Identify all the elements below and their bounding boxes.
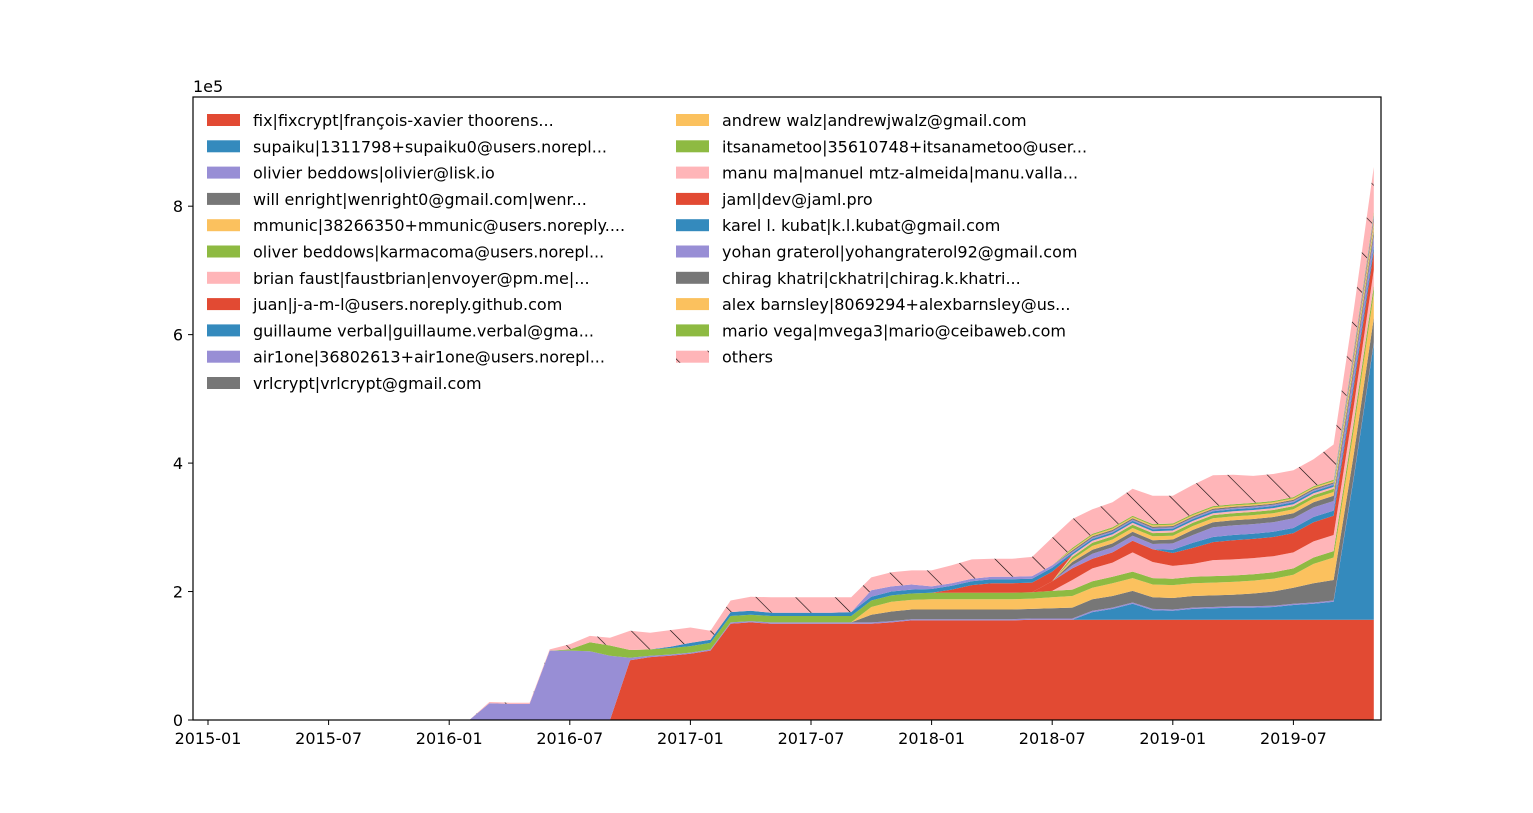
- legend-label: fix|fixcrypt|françois-xavier thoorens...: [253, 111, 554, 130]
- legend-swatch: [207, 219, 240, 232]
- legend-label: vrlcrypt|vrlcrypt@gmail.com: [253, 374, 482, 393]
- legend-item: will enright|wenright0@gmail.com|wenr...: [207, 190, 587, 209]
- legend-item: andrew walz|andrewjwalz@gmail.com: [676, 111, 1027, 130]
- x-tick-label: 2018-07: [1019, 729, 1086, 748]
- y-tick-label: 4: [173, 454, 183, 473]
- area-series-20: [208, 167, 1374, 720]
- legend-item: manu ma|manuel mtz-almeida|manu.valla...: [676, 164, 1078, 183]
- legend-label: will enright|wenright0@gmail.com|wenr...: [253, 190, 587, 209]
- legend-swatch: [207, 114, 240, 126]
- legend-item: juan|j-a-m-l@users.noreply.github.com: [207, 295, 562, 314]
- x-tick-label: 2015-07: [295, 729, 362, 748]
- x-tick-label: 2015-01: [175, 729, 242, 748]
- legend-swatch: [207, 298, 240, 311]
- legend-swatch: [207, 192, 240, 205]
- legend-item: others: [676, 348, 773, 367]
- legend-label: mmunic|38266350+mmunic@users.noreply....: [253, 216, 625, 235]
- legend-swatch: [676, 298, 709, 311]
- x-tick-label: 2019-07: [1260, 729, 1327, 748]
- legend-label: chirag khatri|ckhatri|chirag.k.khatri...: [722, 269, 1021, 288]
- legend-swatch: [676, 219, 709, 232]
- legend-item: itsanametoo|35610748+itsanametoo@user...: [676, 137, 1087, 156]
- legend-item: fix|fixcrypt|françois-xavier thoorens...: [207, 111, 554, 130]
- legend-item: guillaume verbal|guillaume.verbal@gma...: [207, 321, 594, 340]
- y-tick-label: 8: [173, 197, 183, 216]
- y-tick-label: 0: [173, 711, 183, 730]
- legend-item: mmunic|38266350+mmunic@users.noreply....: [207, 216, 625, 235]
- legend-swatch: [207, 245, 240, 258]
- legend-item: olivier beddows|olivier@lisk.io: [207, 164, 495, 183]
- legend-item: jaml|dev@jaml.pro: [676, 190, 873, 209]
- legend-item: alex barnsley|8069294+alexbarnsley@us...: [676, 295, 1070, 314]
- legend-item: oliver beddows|karmacoma@users.norepl...: [207, 243, 604, 262]
- legend-item: brian faust|faustbrian|envoyer@pm.me|...: [207, 269, 590, 288]
- legend-swatch: [676, 350, 709, 363]
- legend-label: olivier beddows|olivier@lisk.io: [253, 164, 495, 183]
- legend-label: jaml|dev@jaml.pro: [721, 190, 873, 209]
- legend-swatch: [207, 140, 240, 153]
- x-tick-label: 2019-01: [1139, 729, 1206, 748]
- legend: fix|fixcrypt|françois-xavier thoorens...…: [207, 111, 1087, 393]
- legend-label: mario vega|mvega3|mario@ceibaweb.com: [722, 321, 1066, 340]
- x-axis: 2015-01 2015-07 2016-01 2016-07 2017-01 2017-…: [175, 720, 1327, 748]
- legend-label: others: [722, 348, 773, 367]
- legend-swatch: [676, 166, 709, 179]
- y-tick-label: 2: [173, 583, 183, 602]
- legend-label: andrew walz|andrewjwalz@gmail.com: [722, 111, 1027, 130]
- legend-item: vrlcrypt|vrlcrypt@gmail.com: [207, 374, 482, 393]
- x-tick-label: 2018-01: [898, 729, 965, 748]
- legend-swatch: [207, 271, 240, 284]
- legend-swatch: [676, 192, 709, 205]
- legend-swatch: [207, 350, 240, 363]
- x-tick-label: 2017-01: [657, 729, 724, 748]
- legend-swatch: [207, 166, 240, 179]
- legend-item: karel l. kubat|k.l.kubat@gmail.com: [676, 216, 1000, 235]
- legend-item: supaiku|1311798+supaiku0@users.norepl...: [207, 137, 607, 156]
- legend-label: brian faust|faustbrian|envoyer@pm.me|...: [253, 269, 590, 288]
- x-tick-label: 2017-07: [778, 729, 845, 748]
- area-series-0: [208, 619, 1374, 720]
- legend-swatch: [676, 271, 709, 284]
- legend-label: karel l. kubat|k.l.kubat@gmail.com: [722, 216, 1000, 235]
- legend-swatch: [676, 140, 709, 153]
- legend-swatch: [676, 324, 709, 337]
- legend-swatch: [207, 377, 240, 389]
- legend-item: mario vega|mvega3|mario@ceibaweb.com: [676, 321, 1066, 340]
- x-tick-label: 2016-07: [536, 729, 603, 748]
- legend-item: air1one|36802613+air1one@users.norepl...: [207, 348, 605, 367]
- legend-label: juan|j-a-m-l@users.noreply.github.com: [252, 295, 562, 314]
- area-layer: [208, 167, 1374, 720]
- plot-frame: [192, 96, 1382, 721]
- legend-label: oliver beddows|karmacoma@users.norepl...: [253, 243, 604, 262]
- legend-label: yohan graterol|yohangraterol92@gmail.com: [722, 243, 1077, 262]
- legend-label: alex barnsley|8069294+alexbarnsley@us...: [722, 295, 1070, 314]
- y-tick-label: 6: [173, 326, 183, 345]
- legend-item: yohan graterol|yohangraterol92@gmail.com: [676, 243, 1077, 262]
- y-axis: 0 2 4 6 8: [173, 197, 193, 730]
- legend-label: itsanametoo|35610748+itsanametoo@user...: [722, 137, 1087, 156]
- y-multiplier-label: 1e5: [193, 77, 223, 96]
- x-tick-label: 2016-01: [416, 729, 483, 748]
- legend-swatch: [676, 114, 709, 126]
- legend-label: air1one|36802613+air1one@users.norepl...: [253, 348, 605, 367]
- legend-label: guillaume verbal|guillaume.verbal@gma...: [253, 321, 594, 340]
- legend-item: chirag khatri|ckhatri|chirag.k.khatri...: [676, 269, 1021, 288]
- legend-label: supaiku|1311798+supaiku0@users.norepl...: [253, 137, 607, 156]
- legend-swatch: [676, 245, 709, 258]
- legend-label: manu ma|manuel mtz-almeida|manu.valla...: [722, 164, 1078, 183]
- legend-swatch: [207, 324, 240, 337]
